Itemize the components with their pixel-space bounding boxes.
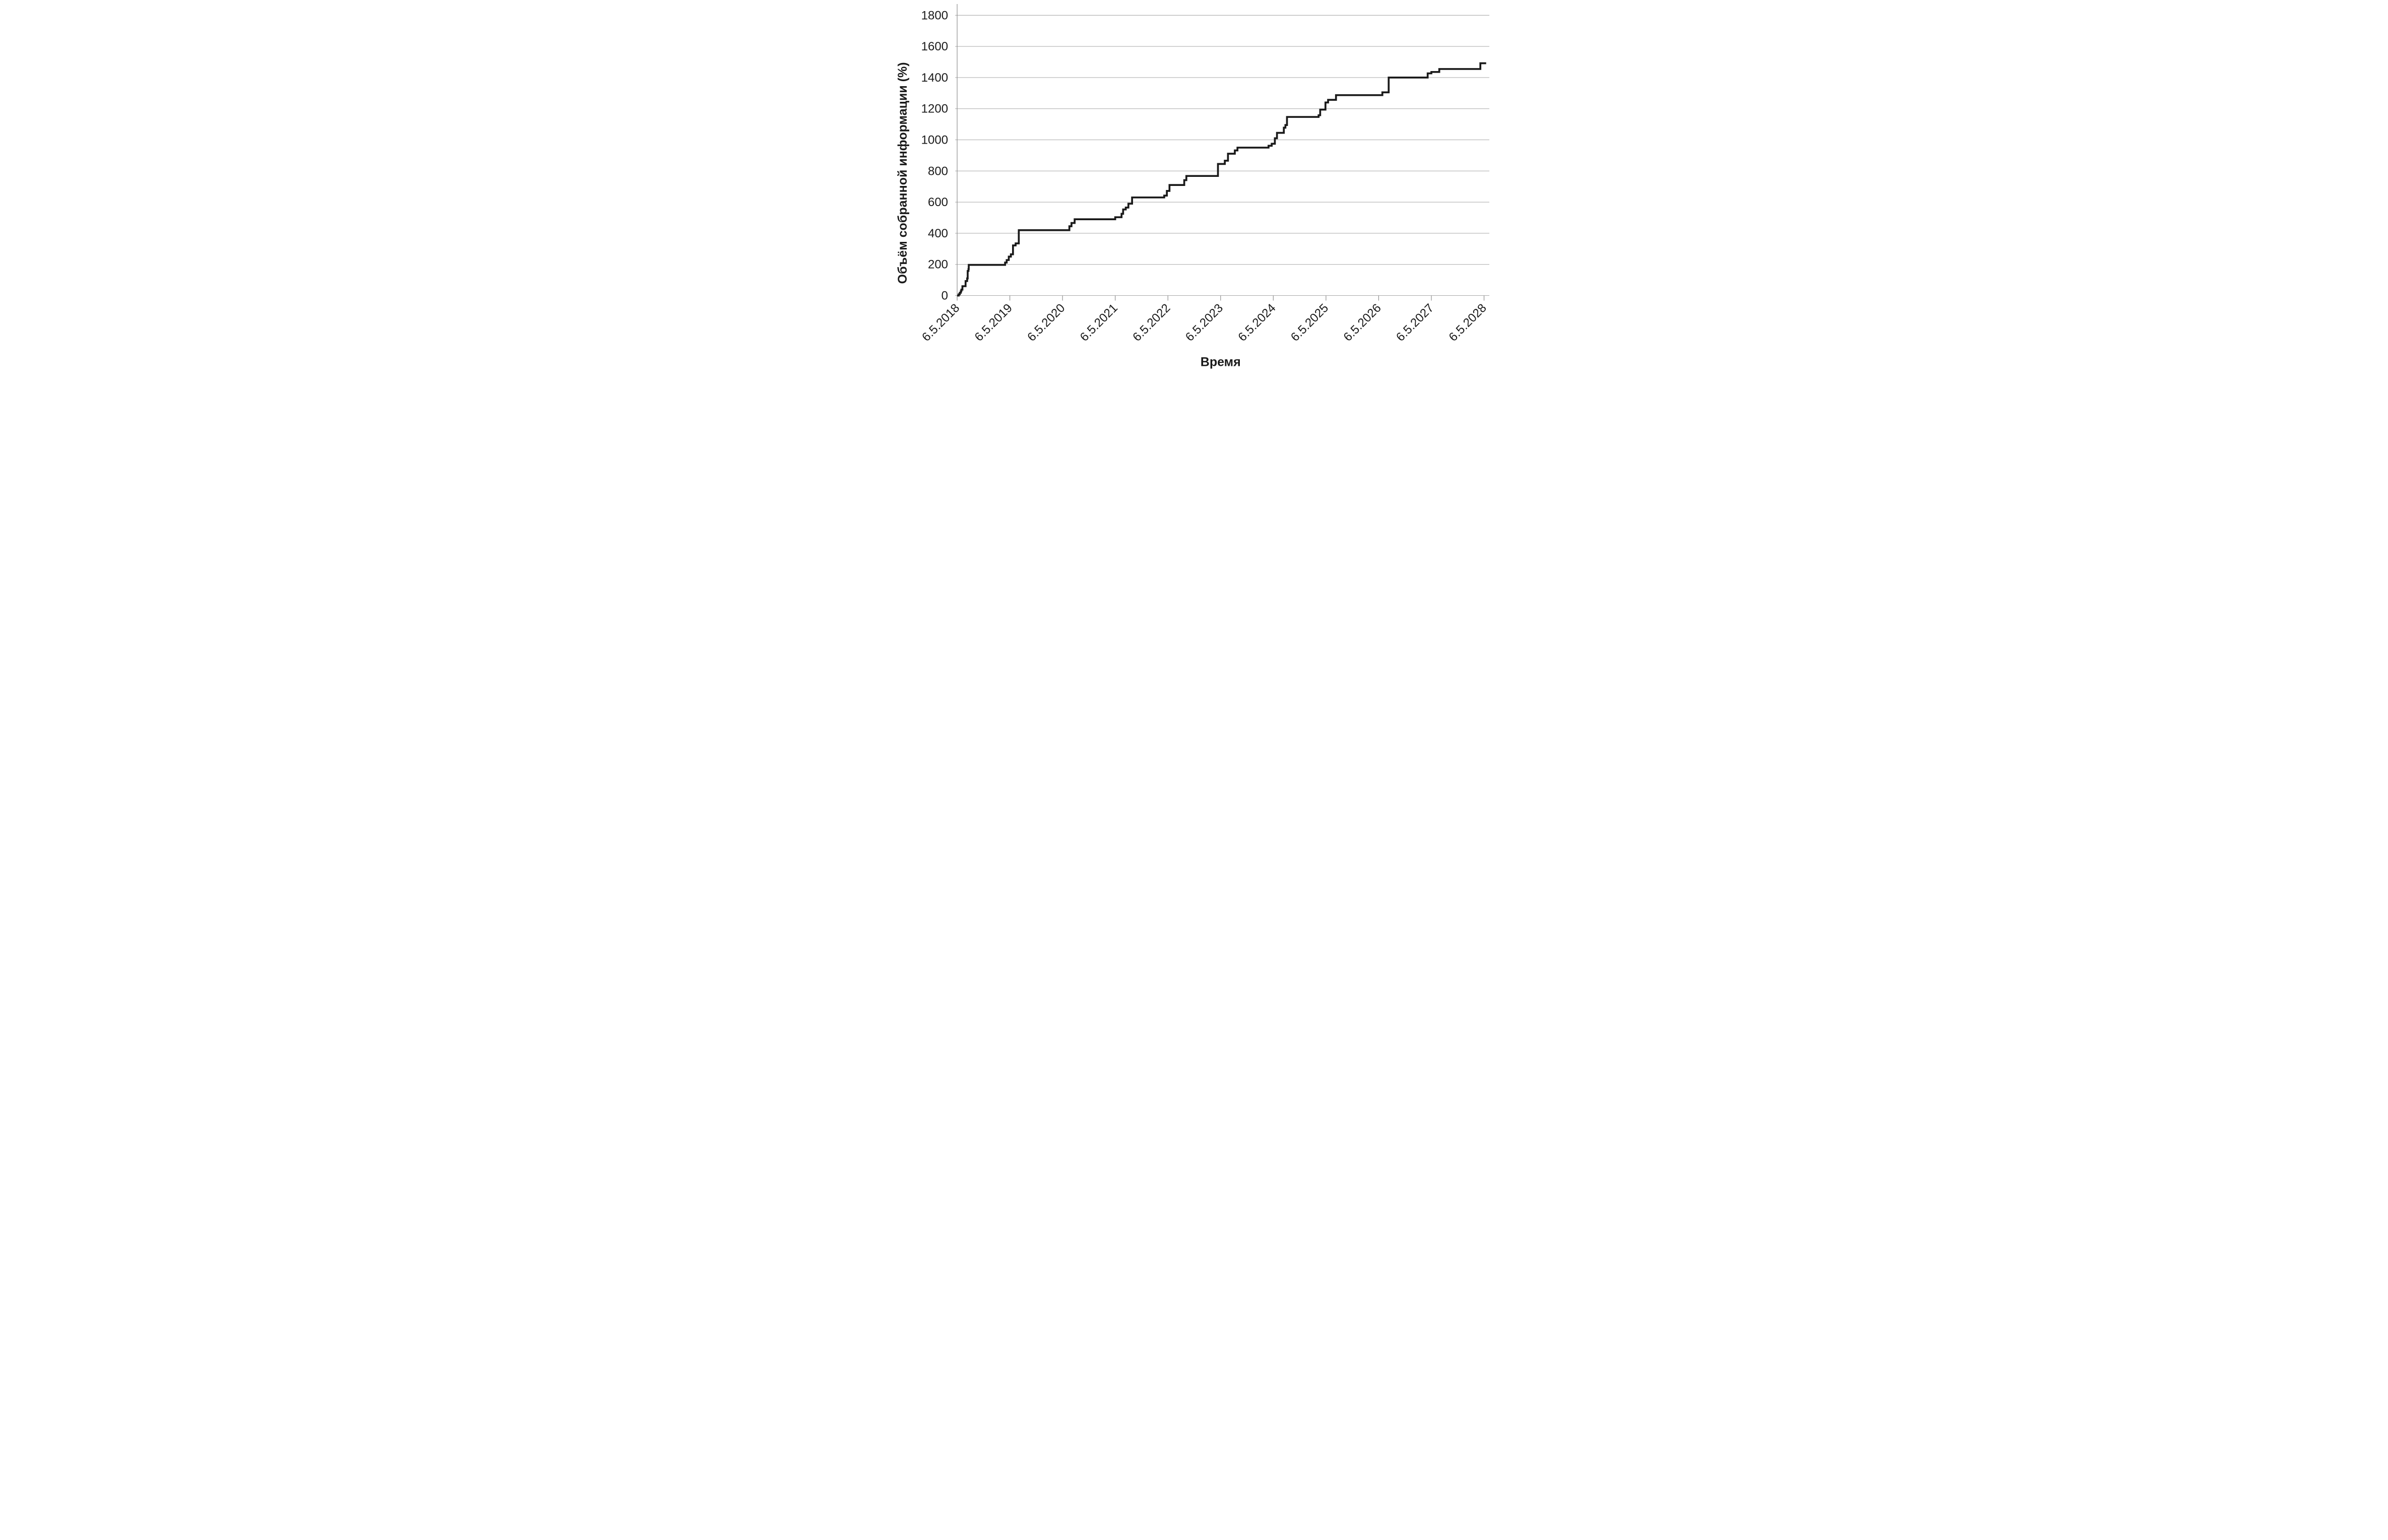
y-tick-label-200: 200 — [928, 258, 948, 272]
y-axis-title: Объём собранной информации (%) — [896, 62, 910, 284]
x-tick-label-7: 6.5.2025 — [1288, 301, 1331, 344]
data-series-path-0 — [957, 62, 1486, 297]
x-tick-label-9: 6.5.2027 — [1394, 301, 1436, 344]
x-tick-label-3: 6.5.2021 — [1077, 301, 1120, 344]
y-tick-label-1800: 1800 — [921, 9, 948, 22]
chart-page: 0 200 400 600 800 1000 1200 1400 1600 1800 6.5.201… — [895, 0, 1493, 386]
x-tick-label-8: 6.5.2026 — [1341, 301, 1384, 344]
y-tick-label-1000: 1000 — [921, 134, 948, 147]
chart-canvas: 0 200 400 600 800 1000 1200 1400 1600 1800 6.5.201… — [896, 4, 1489, 369]
x-tick-label-2: 6.5.2020 — [1025, 301, 1067, 344]
y-tick-label-0: 0 — [941, 289, 948, 302]
y-tick-label-600: 600 — [928, 196, 948, 209]
x-tick-label-5: 6.5.2023 — [1182, 301, 1225, 344]
y-tick-label-800: 800 — [928, 164, 948, 178]
x-tick-label-6: 6.5.2024 — [1235, 301, 1278, 344]
y-tick-label-1600: 1600 — [921, 40, 948, 53]
x-tick-label-1: 6.5.2019 — [972, 301, 1015, 344]
x-axis-title: Время — [1200, 355, 1240, 369]
y-tick-label-1200: 1200 — [921, 102, 948, 116]
step-line-chart: 0 200 400 600 800 1000 1200 1400 1600 1800 6.5.201… — [895, 0, 1493, 386]
y-tick-label-400: 400 — [928, 227, 948, 240]
x-tick-label-10: 6.5.2028 — [1446, 301, 1489, 344]
y-tick-label-1400: 1400 — [921, 71, 948, 85]
x-tick-label-4: 6.5.2022 — [1130, 301, 1173, 344]
x-tick-label-0: 6.5.2018 — [919, 301, 962, 344]
